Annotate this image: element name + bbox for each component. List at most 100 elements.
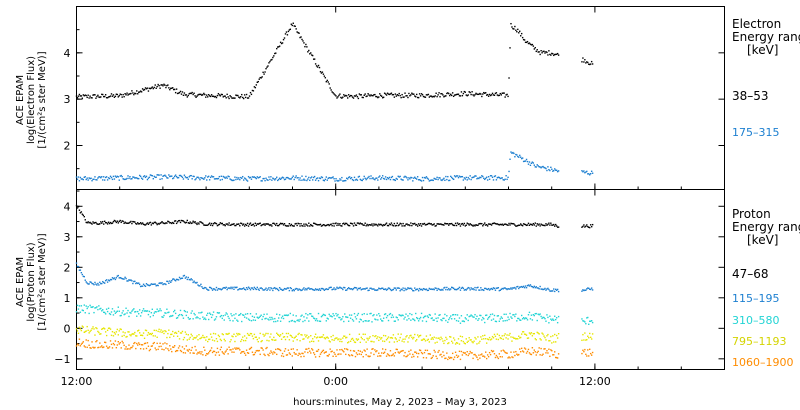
data-point (242, 336, 244, 338)
data-point (140, 334, 143, 336)
data-point (386, 224, 389, 227)
data-point (483, 223, 485, 226)
data-point (317, 348, 320, 351)
data-point (359, 94, 362, 96)
data-point (129, 176, 131, 178)
data-point (332, 334, 334, 337)
data-point (345, 353, 347, 356)
data-point (459, 176, 462, 178)
data-point (78, 269, 81, 271)
data-point (250, 287, 253, 289)
data-point (453, 224, 456, 227)
data-point (408, 337, 410, 339)
data-point (199, 285, 201, 287)
data-point (469, 350, 471, 353)
data-point (328, 287, 330, 289)
data-point (349, 340, 352, 342)
data-point (411, 356, 413, 358)
data-point (511, 152, 513, 154)
data-point (214, 289, 217, 291)
data-point (122, 310, 124, 312)
data-point (554, 356, 557, 359)
data-point (200, 312, 202, 314)
data-point (335, 337, 337, 339)
data-point (226, 333, 228, 335)
data-point (101, 176, 103, 178)
data-point (443, 224, 445, 226)
data-point (542, 224, 544, 227)
data-point (374, 93, 376, 96)
data-point (316, 66, 319, 68)
data-point (434, 313, 436, 315)
data-point (154, 347, 156, 349)
data-point (332, 313, 334, 315)
data-point (482, 93, 484, 95)
data-point (581, 170, 583, 172)
data-point (330, 177, 332, 179)
data-point (121, 335, 123, 337)
data-point (533, 285, 536, 288)
data-point (347, 341, 350, 343)
data-point (308, 287, 310, 289)
data-point (589, 352, 592, 355)
data-point (518, 32, 520, 34)
data-point (520, 224, 523, 226)
data-point (484, 178, 486, 181)
data-point (303, 178, 305, 180)
data-point (434, 225, 436, 227)
data-point (122, 220, 124, 223)
data-point (139, 222, 142, 224)
data-point (468, 287, 470, 289)
data-point (387, 287, 390, 289)
data-point (532, 352, 535, 354)
data-point (381, 348, 384, 350)
data-point (489, 313, 492, 316)
data-point (135, 335, 137, 337)
data-point (343, 351, 345, 353)
data-point (445, 288, 447, 291)
data-point (232, 348, 234, 350)
data-point (163, 314, 165, 317)
data-point (207, 352, 210, 354)
data-point (124, 276, 126, 279)
data-point (319, 320, 322, 323)
data-point (590, 354, 593, 356)
data-point (260, 347, 262, 349)
data-point (246, 97, 249, 99)
data-point (242, 350, 245, 353)
data-point (182, 317, 185, 319)
data-point (254, 222, 257, 224)
data-point (584, 226, 586, 228)
data-point (149, 348, 152, 351)
data-point (201, 222, 203, 224)
data-point (163, 332, 165, 335)
data-point (207, 224, 209, 226)
data-point (172, 330, 174, 333)
data-point (339, 340, 341, 343)
data-point (139, 315, 142, 317)
data-point (455, 93, 458, 96)
data-point (411, 177, 413, 179)
data-point (285, 225, 288, 227)
proton-ylabel: ACE EPAM log(Proton Flux) [1/(cm²s ster … (15, 233, 48, 330)
data-point (220, 289, 223, 291)
data-point (368, 289, 370, 291)
data-point (278, 177, 281, 179)
data-point (348, 95, 351, 98)
data-point (387, 93, 390, 95)
data-point (293, 320, 295, 323)
data-point (280, 42, 283, 45)
data-point (178, 91, 181, 94)
data-point (200, 176, 202, 179)
data-point (366, 95, 368, 97)
data-point (379, 287, 381, 290)
data-point (136, 315, 138, 317)
data-point (346, 224, 349, 226)
data-point (319, 289, 322, 292)
data-point (337, 96, 339, 98)
data-point (335, 312, 337, 315)
data-point (357, 222, 360, 224)
data-point (240, 96, 242, 98)
data-point (135, 222, 137, 225)
data-point (103, 311, 105, 313)
